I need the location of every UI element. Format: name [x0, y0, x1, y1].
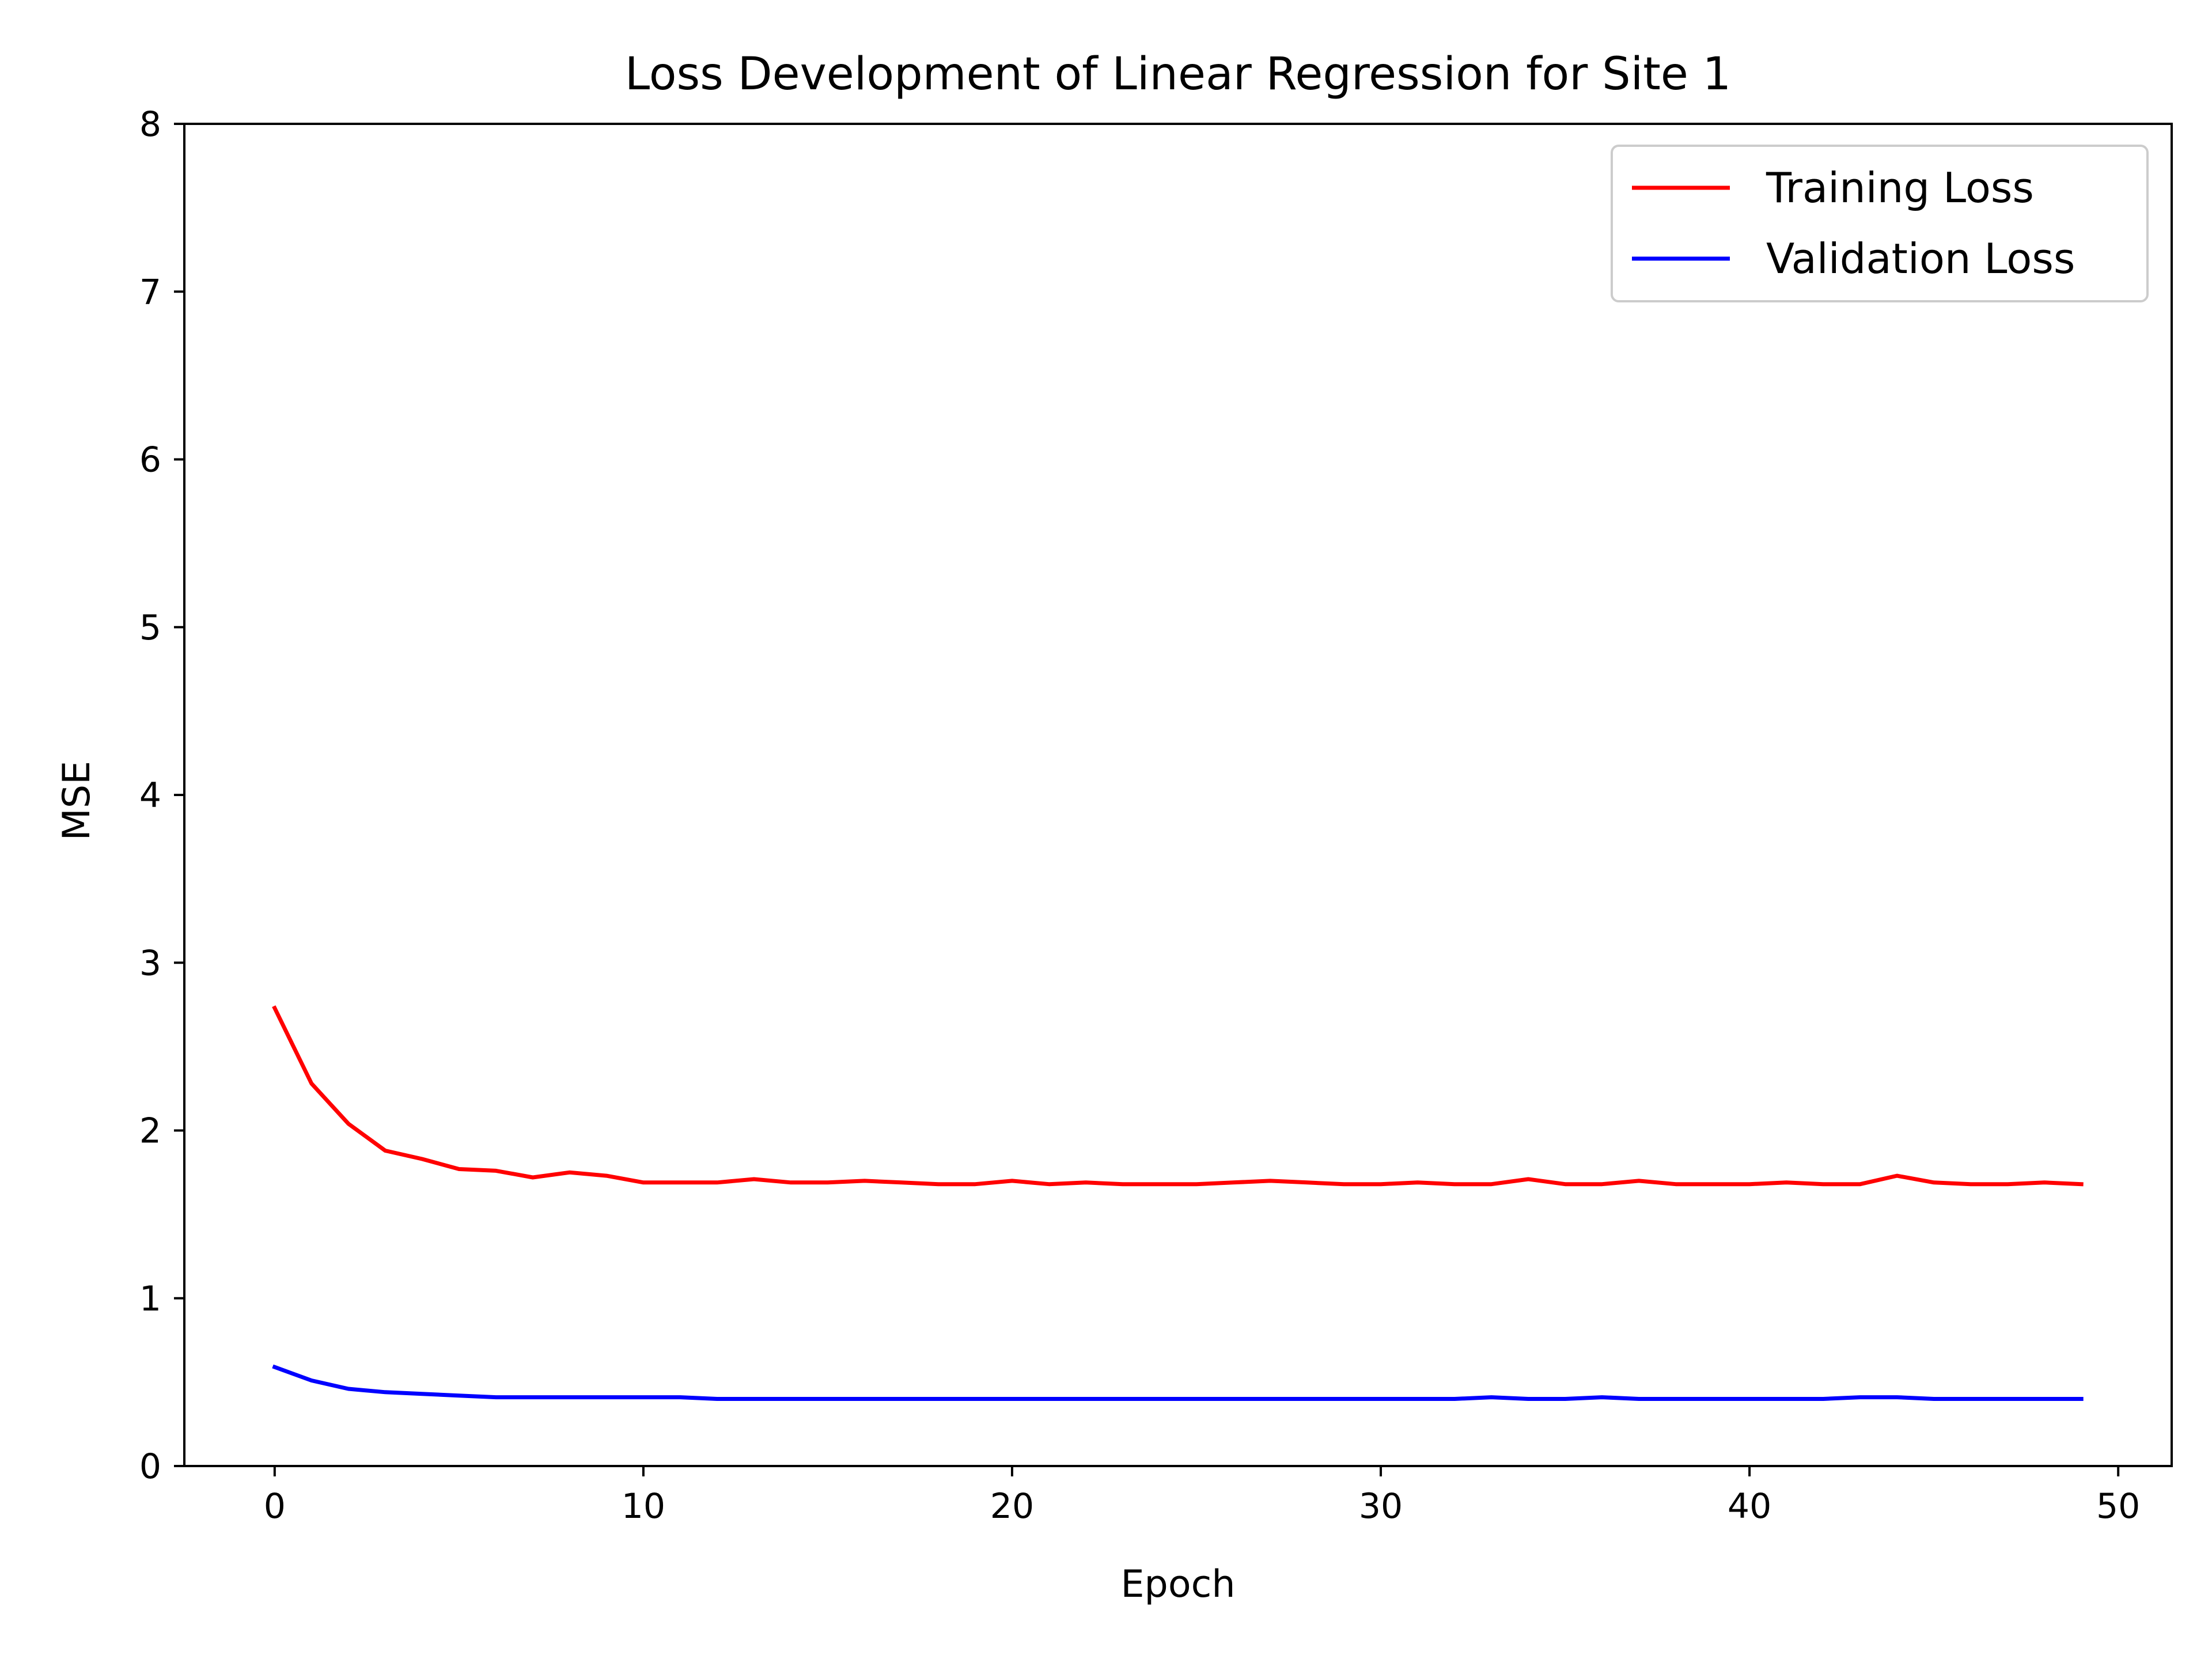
y-axis: 0 1 2 3 4 5 6 7 8	[139, 104, 184, 1487]
y-tick-label: 4	[139, 775, 161, 816]
y-tick-label: 1	[139, 1279, 161, 1319]
x-tick-label: 10	[622, 1486, 665, 1527]
y-tick-label: 6	[139, 440, 161, 480]
y-tick-label: 3	[139, 943, 161, 983]
legend-label-training-loss: Training Loss	[1766, 164, 2034, 212]
legend-label-validation-loss: Validation Loss	[1766, 234, 2075, 283]
x-axis: 0 10 20 30 40 50	[264, 1466, 2140, 1527]
y-tick-label: 0	[139, 1446, 161, 1487]
series-line-training-loss	[272, 1005, 2084, 1187]
x-tick-label: 40	[1728, 1486, 1771, 1527]
x-tick-label: 20	[990, 1486, 1034, 1527]
x-tick-label: 30	[1359, 1486, 1403, 1527]
legend-box	[1611, 145, 2149, 302]
y-tick-label: 5	[139, 608, 161, 648]
y-tick-label: 8	[139, 104, 161, 145]
chart-title: Loss Development of Linear Regression fo…	[625, 48, 1732, 100]
y-tick-label: 7	[139, 272, 161, 312]
y-axis-label: MSE	[55, 761, 99, 840]
x-tick-label: 0	[264, 1486, 286, 1527]
x-axis-label: Epoch	[1120, 1563, 1235, 1606]
x-tick-label: 50	[2096, 1486, 2140, 1527]
legend: Training Loss Validation Loss	[1611, 145, 2149, 302]
series-line-validation-loss	[272, 1364, 2084, 1401]
y-tick-label: 2	[139, 1111, 161, 1152]
